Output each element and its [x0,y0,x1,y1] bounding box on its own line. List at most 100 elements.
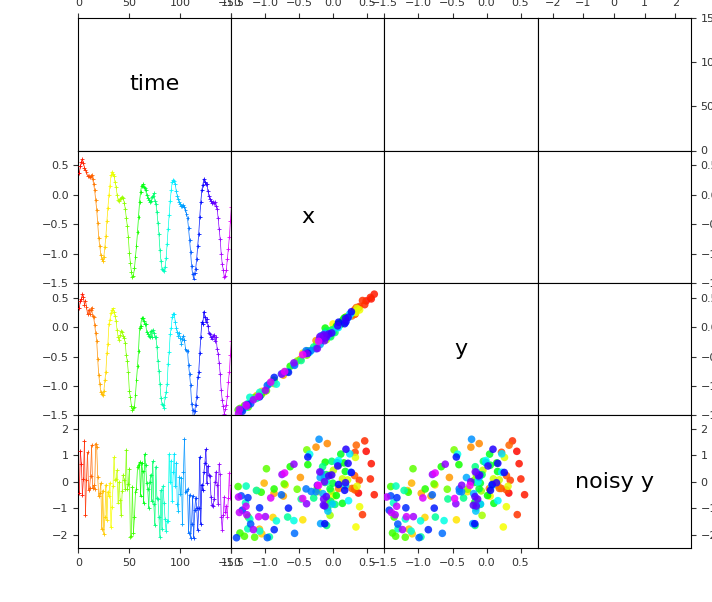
Point [323,330,334,340]
Point [414,533,425,542]
Point [313,487,324,497]
Point [104,315,115,324]
Point [302,346,313,356]
Point [132,361,143,371]
Point [456,480,467,490]
Point [134,197,145,206]
Point [172,191,183,200]
Point [317,334,328,343]
Point [429,468,441,478]
Point [139,449,150,459]
Point [99,376,110,385]
Point [218,402,229,411]
Point [204,194,216,203]
Point [147,191,159,201]
Point [131,376,142,385]
Point [419,512,431,522]
Point [332,458,343,468]
Point [221,501,232,511]
Point [326,456,337,466]
Point [174,334,186,343]
Point [365,474,376,484]
Point [176,340,187,349]
Point [416,488,427,498]
Point [297,349,308,358]
Point [261,533,273,542]
Point [197,485,209,495]
Point [205,332,216,342]
Point [242,493,253,503]
Point [77,490,88,500]
Point [251,486,262,495]
Point [231,417,242,426]
Point [105,522,117,532]
Point [267,512,278,522]
Point [466,477,478,487]
Point [490,478,501,488]
Point [254,388,266,397]
Point [184,369,195,379]
Point [349,305,360,315]
Point [209,494,220,504]
Point [256,390,267,400]
Point [338,478,350,488]
Point [233,409,244,418]
Point [148,327,159,337]
Point [138,182,150,191]
Point [155,486,167,495]
Point [80,510,91,520]
Point [133,346,145,356]
Point [127,528,139,538]
Point [136,314,147,323]
Point [98,386,110,396]
Point [304,449,315,459]
Point [110,475,121,485]
Point [187,405,199,415]
Point [97,256,108,265]
Point [108,171,120,181]
Point [241,402,253,411]
Point [345,309,357,318]
Point [485,461,496,470]
Point [110,474,122,483]
Point [96,524,108,534]
Point [198,468,209,477]
Point [194,349,206,358]
Point [124,464,135,474]
Point [493,483,505,493]
Point [310,442,322,452]
Point [127,272,138,282]
Point [351,482,362,491]
Point [148,500,159,509]
Point [349,309,360,319]
Point [94,488,105,498]
Point [318,500,329,510]
Point [245,520,256,529]
Point [193,503,204,513]
Point [338,315,350,324]
Point [135,187,146,197]
Point [329,500,340,509]
Point [219,492,230,502]
Point [320,458,331,467]
Point [333,319,344,329]
Point [115,510,127,520]
Point [491,478,502,488]
Point [392,520,404,529]
Point [221,512,233,521]
Point [90,195,101,205]
Point [310,487,322,497]
Point [141,190,152,200]
Point [325,326,336,336]
Point [471,495,483,505]
Point [203,191,214,201]
Point [143,331,155,341]
Point [503,488,515,498]
Point [195,332,206,342]
Point [122,479,134,489]
Point [80,476,92,485]
Point [219,272,230,282]
Point [300,484,312,494]
Point [283,503,294,513]
Point [310,336,322,346]
